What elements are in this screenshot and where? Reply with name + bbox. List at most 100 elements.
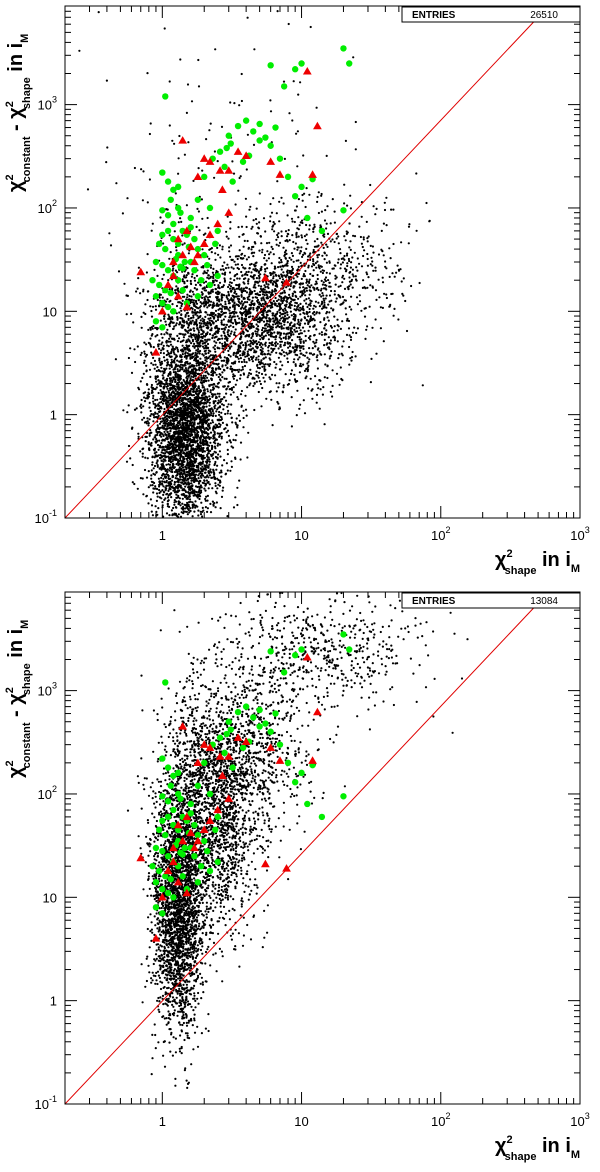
background-point [162, 395, 165, 398]
background-point [287, 337, 290, 340]
background-point [185, 330, 188, 333]
background-point [179, 368, 182, 371]
background-point [207, 428, 210, 431]
background-point [258, 334, 261, 337]
background-point [150, 504, 154, 507]
background-point [271, 282, 274, 285]
background-point [167, 440, 170, 444]
background-point [222, 268, 225, 271]
background-point [263, 365, 266, 368]
background-point [286, 321, 289, 324]
background-point [165, 353, 168, 357]
background-point [208, 404, 211, 407]
background-point [227, 403, 230, 406]
background-point [188, 469, 191, 472]
background-point [178, 401, 181, 404]
background-point [226, 448, 229, 451]
background-point [143, 400, 147, 403]
background-point [341, 295, 345, 298]
background-point [234, 421, 237, 424]
background-point [169, 373, 172, 376]
background-point [195, 452, 198, 455]
background-point [238, 283, 241, 287]
background-point [330, 326, 333, 329]
background-point [166, 328, 169, 331]
background-point [141, 455, 144, 458]
background-point [152, 363, 155, 366]
background-point [182, 397, 185, 400]
background-point [217, 453, 220, 456]
background-point [163, 422, 166, 425]
background-point [173, 499, 176, 502]
background-point [171, 395, 174, 398]
background-point [178, 311, 181, 314]
background-point [210, 329, 213, 332]
background-point [324, 276, 328, 279]
background-point [225, 431, 228, 434]
background-point [192, 416, 196, 419]
background-point [246, 350, 249, 353]
background-point [210, 444, 214, 447]
background-point [206, 507, 209, 510]
background-point [306, 319, 309, 322]
background-point [172, 420, 175, 423]
background-point [171, 348, 174, 351]
background-point [150, 510, 153, 513]
background-point [316, 195, 319, 199]
background-point [223, 459, 226, 462]
background-point [206, 296, 209, 299]
background-point [220, 469, 223, 472]
background-point [187, 326, 190, 329]
background-point [140, 406, 143, 409]
background-point [219, 432, 222, 435]
background-point [197, 331, 201, 334]
background-point [152, 346, 155, 349]
background-point [206, 363, 209, 366]
background-point [168, 403, 171, 406]
background-point [333, 315, 336, 318]
background-point [203, 287, 206, 290]
background-point [320, 333, 324, 336]
background-point [148, 406, 151, 409]
background-point [133, 348, 136, 351]
background-point [185, 452, 188, 455]
background-point [191, 515, 194, 518]
background-point [169, 419, 172, 422]
background-point [289, 310, 292, 313]
background-point [159, 363, 162, 366]
background-point [172, 321, 175, 324]
background-point [152, 400, 155, 403]
background-point [350, 261, 353, 264]
background-point [191, 372, 194, 375]
background-point [276, 342, 279, 345]
background-point [117, 270, 121, 273]
background-point [129, 457, 132, 460]
background-point [210, 393, 214, 396]
background-point [201, 384, 204, 387]
background-point [189, 414, 193, 417]
background-point [217, 362, 220, 365]
background-point [305, 367, 309, 371]
background-point [156, 464, 159, 467]
background-point [212, 457, 215, 460]
background-point [150, 477, 153, 480]
background-point [319, 352, 322, 355]
background-point [212, 273, 215, 276]
background-point [214, 314, 217, 317]
background-point [156, 443, 160, 447]
background-point [221, 464, 224, 467]
background-point [154, 377, 157, 380]
background-point [192, 409, 195, 412]
background-point [214, 326, 217, 329]
background-point [283, 354, 286, 357]
background-point [213, 340, 216, 343]
background-point [144, 391, 147, 394]
background-point [160, 482, 164, 485]
background-point [186, 331, 190, 334]
background-point [304, 377, 307, 380]
background-point [163, 438, 166, 441]
background-point [266, 320, 269, 323]
background-point [234, 383, 237, 386]
background-point [187, 374, 190, 377]
background-point [194, 392, 198, 395]
